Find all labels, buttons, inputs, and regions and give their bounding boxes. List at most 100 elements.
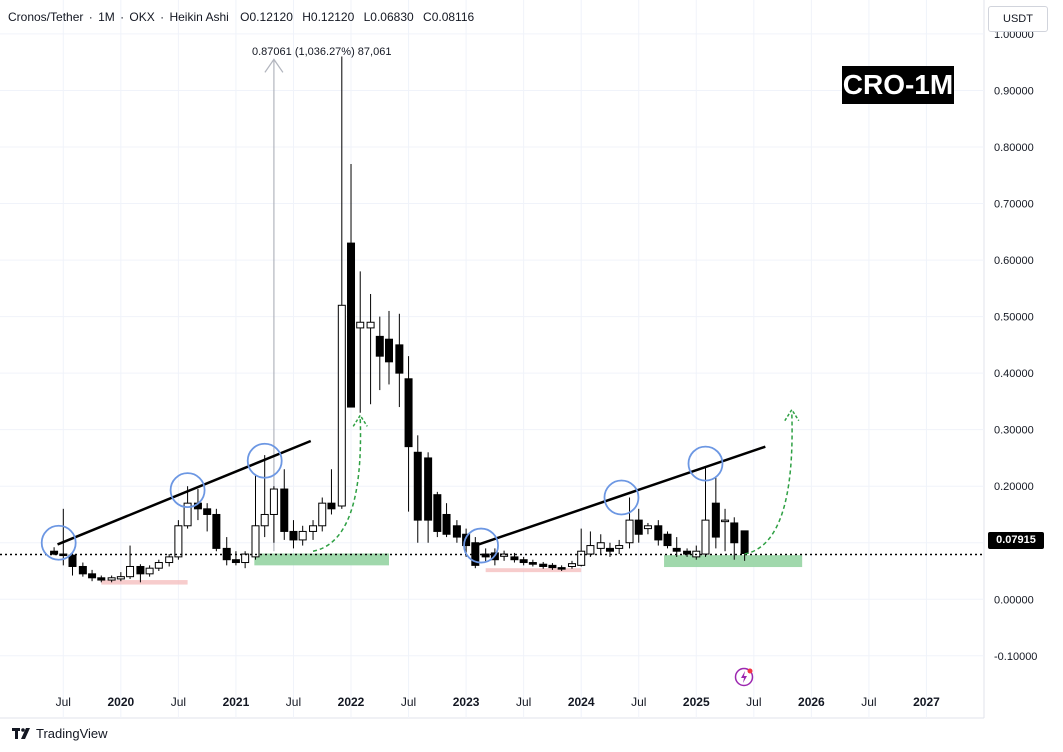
trendline xyxy=(57,439,312,546)
symbol-name[interactable]: Cronos/Tether xyxy=(8,10,84,24)
measure-label: 0.87061 (1,036.27%) 87,061 xyxy=(252,46,392,58)
candle-body xyxy=(442,513,451,535)
candle-body xyxy=(740,530,749,554)
candle-body xyxy=(327,502,336,510)
low-zone xyxy=(101,580,188,585)
candle-body xyxy=(452,525,461,538)
lightning-bolt xyxy=(741,671,747,683)
candle-body xyxy=(596,542,605,549)
candle-series xyxy=(50,56,749,583)
price-tick-label: 0.40000 xyxy=(994,368,1034,380)
candle-body xyxy=(625,519,634,544)
candle-body xyxy=(116,576,125,580)
time-tick-label: 2025 xyxy=(683,695,710,709)
measure-arrow-head xyxy=(264,58,284,73)
current-price-label: 0.07915 xyxy=(988,532,1044,549)
ohlc-close: C0.08116 xyxy=(423,10,475,24)
currency-button[interactable]: USDT xyxy=(988,6,1048,32)
separator: · xyxy=(88,10,93,24)
price-tick-label: 0.60000 xyxy=(994,255,1034,267)
candle-body xyxy=(424,457,433,521)
candle-body xyxy=(309,525,318,532)
candle-body xyxy=(586,545,595,555)
candle-body xyxy=(654,525,663,541)
candle-body xyxy=(615,545,624,549)
candle-body xyxy=(251,525,260,558)
candle-body xyxy=(567,563,576,567)
candle-body xyxy=(721,519,730,523)
candle-body xyxy=(548,564,557,569)
projection-arrow xyxy=(312,418,362,552)
price-tick-label: 0.30000 xyxy=(994,425,1034,437)
branding[interactable]: TradingView xyxy=(12,726,108,741)
time-tick-label: Jul xyxy=(56,695,71,709)
projection-arrow-head xyxy=(784,408,800,422)
candle-body xyxy=(510,556,519,561)
time-tick-label: 2020 xyxy=(107,695,134,709)
chart-extras xyxy=(734,667,754,687)
price-tick-label: 0.70000 xyxy=(994,199,1034,211)
separator: · xyxy=(120,10,125,24)
interval-label[interactable]: 1M xyxy=(98,10,115,24)
candle-body xyxy=(183,502,192,527)
candle-body xyxy=(683,550,692,555)
grid-lines xyxy=(0,0,985,719)
projection-arrow xyxy=(744,412,793,555)
candle-body xyxy=(356,321,365,329)
notification-dot xyxy=(747,668,753,674)
candle-body xyxy=(260,513,269,527)
time-tick-label: 2026 xyxy=(798,695,825,709)
candle-body xyxy=(107,577,116,581)
ohlc-high: H0.12120 xyxy=(302,10,355,24)
trendline xyxy=(474,445,766,547)
candle-body xyxy=(154,562,163,569)
candle-body xyxy=(730,522,739,544)
candle-body xyxy=(634,519,643,535)
low-zone xyxy=(485,568,582,573)
candle-body xyxy=(605,547,614,552)
candle-body xyxy=(212,513,221,549)
candle-body xyxy=(433,494,442,532)
candle-body xyxy=(269,488,278,515)
chart-style-label[interactable]: Heikin Ashi xyxy=(169,10,229,24)
price-tick-label: -0.10000 xyxy=(994,651,1037,663)
candle-body xyxy=(165,556,174,564)
candle-body xyxy=(337,304,346,507)
candle-body xyxy=(97,577,106,581)
touch-circle xyxy=(463,527,499,564)
candle-body xyxy=(672,547,681,552)
candle-body xyxy=(174,525,183,558)
candle-body xyxy=(231,559,240,564)
time-axis[interactable]: Jul 2020 Jul 2021 Jul 2022 Jul 2023 Jul 2024 Jul 20… xyxy=(56,695,940,709)
candle-body xyxy=(643,525,652,530)
exchange-label: OKX xyxy=(129,10,155,24)
candle-body xyxy=(280,488,289,532)
candle-body xyxy=(88,573,97,579)
candle-body xyxy=(539,563,548,567)
candle-body xyxy=(126,565,135,578)
candle-body xyxy=(366,321,375,329)
candle-body xyxy=(145,567,154,575)
support-zone xyxy=(664,555,803,568)
touch-circle xyxy=(603,479,640,516)
chart-overlays-front xyxy=(0,408,984,564)
candle-body xyxy=(375,335,384,357)
touch-circle xyxy=(246,442,283,479)
price-tick-label: 0.80000 xyxy=(994,142,1034,154)
candle-body xyxy=(519,559,528,564)
time-tick-label: Jul xyxy=(746,695,761,709)
candle-body xyxy=(50,550,59,555)
candle-body xyxy=(136,565,145,575)
candle-body xyxy=(577,550,586,566)
ohlc-low: L0.06830 xyxy=(363,10,414,24)
touch-circle xyxy=(40,524,77,561)
candle-body xyxy=(241,553,250,564)
candle-body xyxy=(701,519,710,555)
time-tick-label: Jul xyxy=(631,695,646,709)
symbol-header: Cronos/Tether · 1M · OKX · Heikin Ashi O… xyxy=(8,10,476,24)
time-tick-label: 2022 xyxy=(338,695,365,709)
candle-body xyxy=(404,378,413,448)
candle-body xyxy=(347,242,356,408)
price-axis[interactable]: 1.000000.900000.800000.700000.600000.500… xyxy=(994,29,1037,663)
